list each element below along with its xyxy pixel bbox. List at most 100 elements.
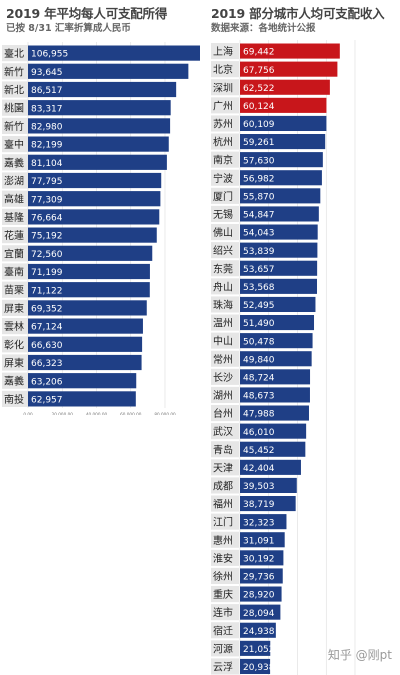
bar bbox=[240, 441, 306, 457]
category-label-bg bbox=[2, 390, 28, 407]
category-label-bg bbox=[211, 205, 239, 222]
value-label: 53,568 bbox=[243, 283, 275, 293]
value-label: 56,982 bbox=[243, 174, 275, 184]
value-label: 62,957 bbox=[31, 396, 63, 406]
category-label-bg bbox=[211, 43, 239, 60]
chart-title: 2019 年平均每人可支配所得 bbox=[6, 6, 168, 21]
bar bbox=[240, 242, 318, 258]
value-label: 106,955 bbox=[31, 50, 68, 60]
category-label: 嘉義 bbox=[4, 156, 24, 169]
bar bbox=[28, 391, 136, 407]
category-label-bg bbox=[211, 640, 239, 657]
value-label: 77,795 bbox=[31, 177, 63, 187]
category-label-bg bbox=[211, 622, 239, 639]
category-label-bg bbox=[211, 61, 239, 78]
category-label: 舟山 bbox=[213, 280, 233, 293]
bar bbox=[240, 115, 327, 131]
category-label-bg bbox=[211, 133, 239, 150]
category-label: 臺中 bbox=[4, 138, 24, 151]
bar bbox=[240, 423, 307, 439]
chart-title: 2019 部分城市人均可支配收入 bbox=[211, 6, 385, 21]
category-label: 臺北 bbox=[4, 47, 24, 60]
category-label-bg bbox=[2, 117, 28, 134]
value-label: 86,517 bbox=[31, 86, 63, 96]
bar bbox=[28, 209, 160, 225]
category-label-bg bbox=[211, 314, 239, 331]
category-label: 南投 bbox=[4, 393, 24, 406]
bar bbox=[240, 43, 340, 59]
category-label: 杭州 bbox=[213, 136, 233, 149]
value-label: 32,323 bbox=[243, 518, 275, 528]
bar bbox=[240, 550, 284, 566]
category-label-bg bbox=[211, 187, 239, 204]
category-label-bg bbox=[2, 354, 28, 371]
value-label: 28,920 bbox=[243, 591, 275, 601]
category-label-bg bbox=[211, 151, 239, 168]
value-label: 49,840 bbox=[243, 355, 275, 365]
category-label: 青岛 bbox=[213, 443, 233, 456]
bar bbox=[240, 134, 326, 150]
category-label-bg bbox=[2, 318, 28, 335]
category-label: 厦门 bbox=[213, 190, 233, 203]
category-label: 长沙 bbox=[213, 372, 233, 384]
value-label: 54,043 bbox=[243, 229, 275, 239]
category-label: 徐州 bbox=[213, 570, 233, 583]
value-label: 71,199 bbox=[31, 268, 63, 278]
category-label-bg bbox=[211, 549, 239, 566]
category-label-bg bbox=[211, 604, 239, 621]
value-label: 66,630 bbox=[31, 341, 63, 351]
bar bbox=[240, 477, 297, 493]
category-label: 武汉 bbox=[213, 425, 233, 438]
bar bbox=[28, 81, 177, 98]
category-label: 福州 bbox=[213, 498, 233, 511]
category-label-bg bbox=[211, 441, 239, 458]
category-label-bg bbox=[211, 115, 239, 132]
category-label-bg bbox=[211, 332, 239, 349]
category-label-bg bbox=[211, 368, 239, 385]
category-label-bg bbox=[211, 278, 239, 295]
category-label-bg bbox=[211, 567, 239, 584]
category-label: 台州 bbox=[213, 407, 233, 420]
bar bbox=[240, 351, 312, 367]
bar bbox=[240, 459, 301, 475]
category-label-bg bbox=[211, 423, 239, 440]
value-label: 67,124 bbox=[31, 323, 63, 333]
value-label: 71,122 bbox=[31, 286, 63, 296]
bar bbox=[240, 79, 330, 95]
category-label-bg bbox=[211, 169, 239, 186]
category-label: 绍兴 bbox=[213, 244, 233, 257]
category-label-bg bbox=[211, 477, 239, 494]
category-label-bg bbox=[2, 136, 28, 153]
category-label: 宜蘭 bbox=[4, 247, 24, 260]
category-label-bg bbox=[211, 79, 239, 96]
bar bbox=[240, 658, 271, 674]
category-label: 屏東 bbox=[4, 357, 24, 370]
category-label: 桃園 bbox=[4, 102, 24, 115]
category-label-bg bbox=[211, 531, 239, 548]
category-label-bg bbox=[2, 63, 28, 80]
bar bbox=[28, 227, 157, 243]
value-label: 53,657 bbox=[243, 265, 275, 275]
bar bbox=[28, 100, 171, 116]
category-label: 淮安 bbox=[213, 552, 233, 565]
category-label: 屏東 bbox=[4, 302, 24, 315]
bar bbox=[240, 260, 318, 276]
x-tick-label: 60,000.00 bbox=[120, 412, 142, 415]
category-label: 苗栗 bbox=[4, 285, 24, 297]
value-label: 53,839 bbox=[243, 247, 275, 257]
category-label: 高雄 bbox=[4, 193, 24, 206]
category-label: 连市 bbox=[213, 606, 233, 619]
category-label: 惠州 bbox=[213, 534, 233, 547]
bar bbox=[240, 333, 313, 349]
value-label: 69,442 bbox=[243, 48, 275, 58]
value-label: 45,452 bbox=[243, 446, 275, 456]
bar bbox=[28, 373, 137, 389]
bar bbox=[28, 63, 189, 79]
value-label: 55,870 bbox=[243, 192, 275, 202]
bar bbox=[28, 136, 169, 152]
value-label: 20,938 bbox=[243, 663, 275, 673]
category-label: 新竹 bbox=[4, 120, 24, 133]
bar bbox=[240, 496, 296, 512]
value-label: 48,673 bbox=[243, 392, 275, 402]
bar bbox=[240, 296, 316, 312]
